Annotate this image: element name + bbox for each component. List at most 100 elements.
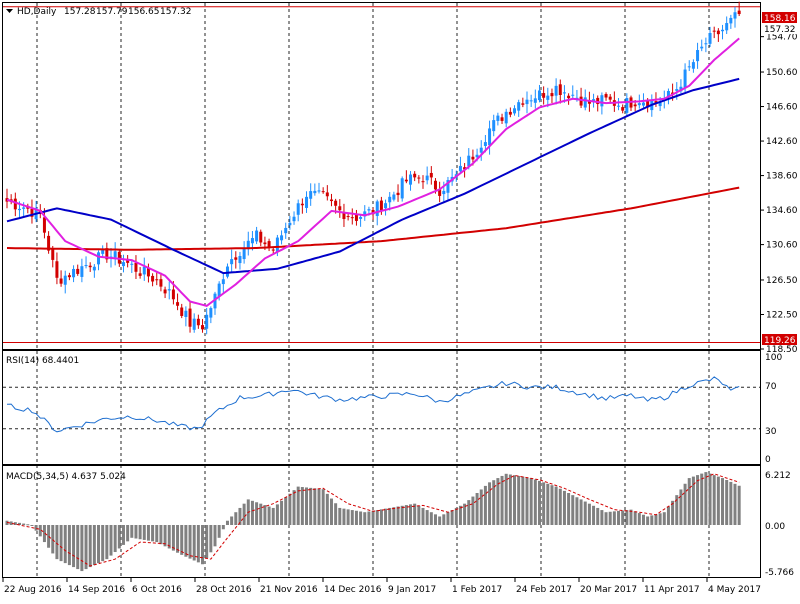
macd-bar-38 [163, 525, 167, 547]
macd-bar-137 [575, 497, 579, 525]
candle-18 [80, 258, 84, 283]
macd-bar-35 [151, 525, 155, 542]
candle-body [97, 252, 101, 265]
macd-bar-109 [458, 505, 462, 525]
macd-bar-101 [425, 510, 429, 525]
candle-body [737, 10, 741, 15]
candle-body [217, 283, 221, 297]
macd-bar-4 [22, 523, 26, 525]
macd-bar-36 [155, 525, 159, 543]
macd-bar-22 [97, 525, 101, 564]
macd-bar-70 [296, 486, 300, 525]
moving-averages [6, 37, 740, 307]
candle-body [329, 199, 333, 202]
macd-bar-77 [325, 493, 329, 525]
candle-body [421, 181, 425, 183]
candle-body [309, 191, 313, 199]
candle-44 [188, 302, 192, 333]
candle-body [280, 235, 284, 241]
candle-body [704, 43, 708, 45]
macd-bar-15 [67, 525, 71, 566]
macd-bar-136 [571, 495, 575, 525]
macd-bar-160 [671, 500, 675, 525]
sma-slow-line [6, 186, 740, 251]
candle-66 [280, 230, 284, 245]
macd-bar-55 [234, 512, 238, 525]
macd-bar-89 [375, 510, 379, 525]
dropdown-triangle-icon[interactable] [6, 9, 13, 13]
macd-bar-39 [167, 525, 171, 549]
macd-bar-124 [521, 476, 525, 525]
macd-bar-86 [363, 512, 367, 525]
candle-body [592, 99, 596, 102]
candle-body [600, 95, 604, 107]
last-price-tag-bg [762, 23, 797, 34]
macd-bar-79 [334, 503, 338, 525]
macd-bar-45 [192, 525, 196, 561]
macd-bar-13 [59, 525, 63, 562]
candle-body [176, 302, 180, 306]
candle-body [234, 257, 238, 260]
macd-bar-102 [429, 512, 433, 525]
candle-body [671, 92, 675, 95]
candle-body [521, 103, 525, 105]
ohlc-low: 156.65 [128, 7, 160, 17]
macd-bar-141 [592, 505, 596, 525]
macd-bar-165 [691, 476, 695, 525]
candle-body [571, 94, 575, 96]
candle-165 [691, 59, 695, 73]
macd-signal-line [6, 473, 740, 567]
price-panel-frame [2, 2, 761, 350]
rsi-tick-30: 30 [765, 427, 777, 437]
macd-bar-173 [725, 479, 729, 525]
candle-body [13, 198, 17, 210]
candle-22 [97, 250, 101, 271]
macd-bar-84 [354, 510, 358, 525]
candle-body [63, 275, 67, 285]
rsi-tick-70: 70 [765, 382, 777, 392]
candle-70 [296, 199, 300, 222]
macd-bar-30 [130, 525, 134, 538]
macd-indicator [5, 472, 741, 572]
candle-body [687, 66, 691, 68]
candle-91 [384, 199, 388, 216]
macd-bar-120 [504, 473, 508, 525]
macd-tick-top: 6.212 [765, 471, 791, 481]
candle-body [350, 217, 354, 219]
candle-body [59, 278, 63, 284]
candle-body [155, 279, 159, 281]
macd-bar-48 [205, 525, 209, 559]
candle-35 [151, 273, 155, 287]
macd-bar-154 [646, 516, 650, 525]
candle-32 [138, 267, 142, 279]
macd-bar-42 [180, 525, 184, 555]
candle-body [188, 308, 192, 327]
macd-bar-146 [612, 511, 616, 525]
candle-body [22, 207, 26, 209]
macd-bar-8 [38, 525, 42, 537]
candle-body [733, 12, 737, 19]
candle-33 [142, 257, 146, 281]
macd-bar-43 [184, 525, 188, 557]
candle-body [500, 117, 504, 121]
candle-76 [321, 187, 325, 194]
macd-bar-25 [109, 525, 113, 556]
macd-bar-51 [217, 525, 221, 538]
candle-body [567, 95, 571, 99]
candle-body [205, 314, 209, 329]
candle-body [325, 192, 329, 197]
candle-body [163, 289, 167, 294]
candle-body [300, 203, 304, 206]
candle-17 [76, 264, 80, 276]
macd-bar-56 [238, 507, 242, 525]
macd-bar-50 [213, 525, 217, 547]
macd-bar-21 [92, 525, 96, 566]
macd-bar-142 [596, 507, 600, 525]
candle-125 [525, 91, 529, 114]
candle-54 [230, 249, 234, 273]
candle-body [537, 90, 541, 101]
candle-13 [59, 270, 63, 287]
candle-body [225, 266, 229, 277]
